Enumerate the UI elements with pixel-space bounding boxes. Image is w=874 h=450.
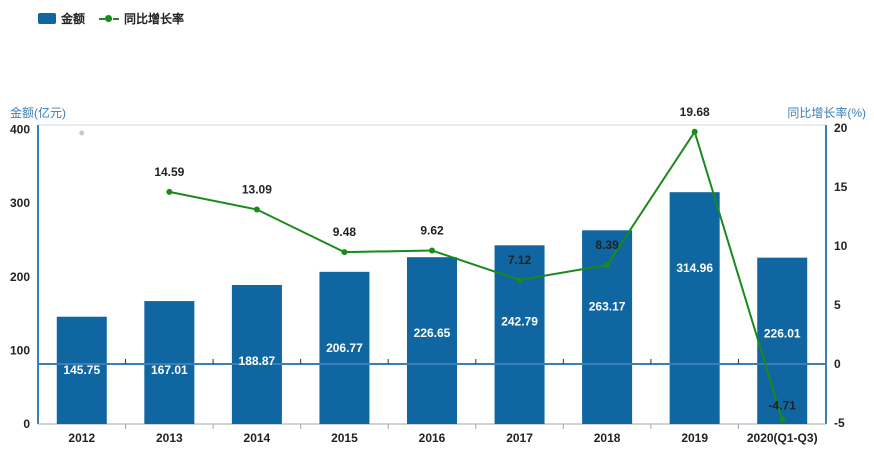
left-tick-label: 400 [10,123,30,137]
bar-value-label: 167.01 [151,363,188,377]
bar [56,316,107,424]
legend-item-amount[interactable]: 金额 [38,10,85,27]
x-tick-label: 2014 [244,431,271,445]
bar [494,245,545,424]
growth-point [691,128,698,135]
bar-swatch-icon [38,13,56,24]
right-tick-label: 20 [834,121,848,135]
line-swatch-icon [99,13,120,24]
bar [407,257,457,424]
left-tick-label: 300 [10,196,30,210]
growth-rate-line [169,129,784,420]
bar-value-label: 242.79 [501,314,538,328]
right-tick-label: 15 [834,180,848,194]
right-axis-title: 同比增长率(%) [787,105,866,120]
x-tick-label: 2020(Q1-Q3) [747,431,818,445]
bar [582,230,633,424]
x-tick-label: 2019 [681,431,708,445]
bar [319,271,370,424]
growth-point [429,247,435,254]
growth-value-label: 14.59 [154,165,184,179]
growth-value-label: 13.09 [242,183,272,197]
bar [231,284,282,424]
x-tick-label: 2017 [506,431,533,445]
right-tick-label: 5 [834,298,841,312]
growth-value-label: 8.39 [595,238,619,252]
bar-value-label: 145.75 [63,363,100,377]
left-axis-title: 金额(亿元) [10,105,66,120]
growth-point [253,206,260,213]
x-tick-label: 2018 [594,431,621,445]
bar-value-label: 226.01 [764,327,801,341]
growth-point-empty [79,130,85,136]
bar [669,192,720,424]
left-tick-label: 200 [10,270,30,284]
x-tick-label: 2012 [68,431,95,445]
left-tick-label: 0 [23,417,30,431]
bar-value-label: 263.17 [589,299,626,313]
growth-value-label: 19.68 [680,105,710,119]
x-tick-label: 2013 [156,431,183,445]
bar-value-label: 314.96 [676,261,713,275]
x-tick-label: 2016 [419,431,446,445]
growth-point [604,261,611,268]
chart-legend: 金额 同比增长率 [38,10,198,27]
bar [757,257,808,424]
growth-value-label: 9.62 [420,223,444,237]
growth-point [516,276,523,283]
left-tick-label: 100 [10,343,30,357]
legend-item-growth[interactable]: 同比增长率 [99,10,184,27]
growth-point [341,249,348,256]
growth-point [779,416,786,423]
growth-value-label: -4.71 [769,399,797,413]
right-tick-label: -5 [834,416,845,430]
x-tick-label: 2015 [331,431,358,445]
right-tick-label: 10 [834,239,848,253]
bar-value-label: 188.87 [239,354,276,368]
right-tick-label: 0 [834,357,841,371]
bar-value-label: 206.77 [326,341,363,355]
growth-point [166,188,173,195]
growth-value-label: 9.48 [333,225,357,239]
legend-label-amount: 金额 [61,12,86,26]
bar [144,301,195,424]
growth-value-label: 7.12 [508,253,532,267]
bar-value-label: 226.65 [414,326,451,340]
legend-label-growth: 同比增长率 [124,12,185,26]
